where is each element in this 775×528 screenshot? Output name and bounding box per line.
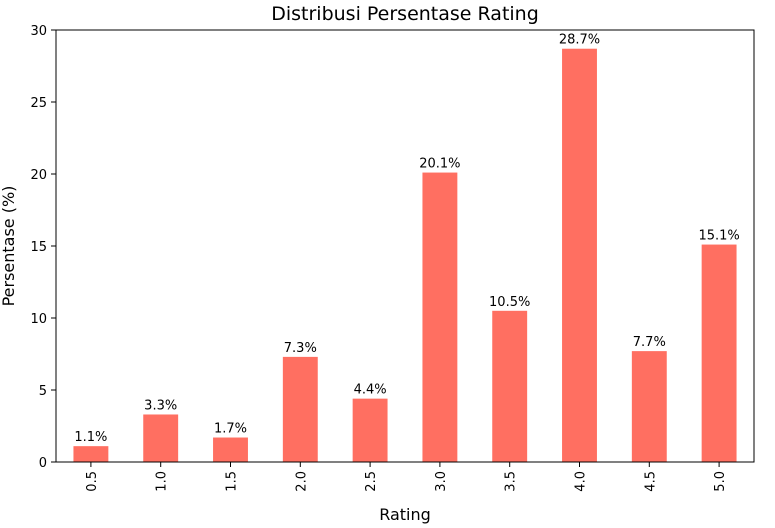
data-label: 4.4%	[354, 383, 387, 398]
x-tick-label: 4.5	[643, 471, 658, 492]
bar	[422, 172, 458, 462]
y-tick-label: 0	[39, 456, 47, 471]
plot-frame	[55, 29, 755, 463]
y-tick-label: 10	[30, 312, 47, 327]
x-tick-label: 2.0	[294, 471, 309, 492]
x-tick-label: 0.5	[85, 471, 100, 492]
x-axis-label: Rating	[379, 505, 431, 524]
bar	[631, 351, 667, 462]
bars-layer	[73, 48, 737, 462]
chart-title: Distribusi Persentase Rating	[271, 3, 539, 25]
data-label: 1.7%	[214, 422, 247, 437]
x-ticks-layer: 0.5 1.0 1.5 2.0 2.5 3.0 3.5 4.0 4.5 5.0	[85, 462, 728, 492]
bar	[213, 437, 248, 462]
bar	[282, 356, 318, 462]
bar	[73, 446, 109, 462]
data-label: 15.1%	[698, 229, 739, 244]
y-tick-label: 30	[30, 24, 47, 39]
y-ticks-layer: 0 5 10 15 20 25 30	[30, 24, 56, 471]
x-tick-label: 1.0	[155, 471, 170, 492]
y-tick-label: 20	[30, 168, 47, 183]
data-label: 7.3%	[284, 341, 317, 356]
y-tick-label: 25	[30, 96, 47, 111]
bar	[352, 398, 388, 462]
x-tick-label: 1.5	[225, 471, 240, 492]
y-tick-label: 15	[30, 240, 47, 255]
data-label: 28.7%	[559, 33, 600, 48]
data-label: 1.1%	[74, 430, 107, 445]
bar	[562, 48, 597, 462]
bar	[492, 310, 528, 462]
y-tick-label: 5	[39, 384, 47, 399]
x-tick-label: 4.0	[574, 471, 589, 492]
data-label: 7.7%	[633, 335, 666, 350]
x-tick-label: 5.0	[713, 471, 728, 492]
x-tick-label: 3.5	[504, 471, 519, 492]
x-tick-label: 2.5	[364, 471, 379, 492]
data-label: 3.3%	[144, 398, 177, 413]
bar	[701, 244, 737, 462]
data-labels-layer: 1.1% 3.3% 1.7% 7.3% 4.4% 20.1% 10.5% 28.7% 7.7% 1…	[74, 33, 739, 445]
data-label: 10.5%	[489, 295, 530, 310]
data-label: 20.1%	[419, 157, 460, 172]
bar	[143, 414, 179, 462]
y-axis-label: Persentase (%)	[0, 186, 18, 307]
x-tick-label: 3.0	[434, 471, 449, 492]
